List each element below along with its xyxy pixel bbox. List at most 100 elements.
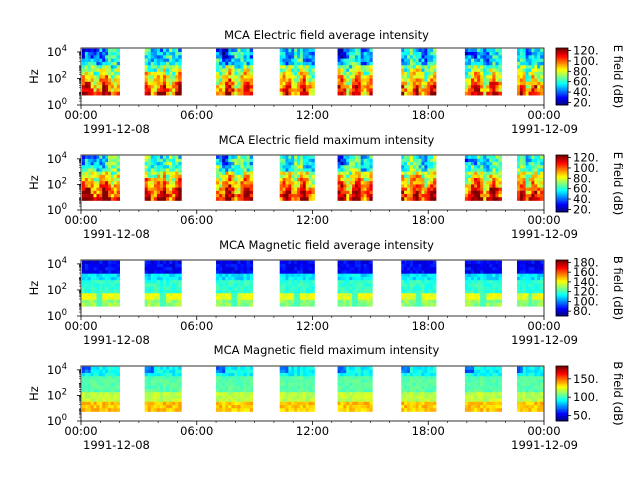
spectrogram-cell [147, 379, 152, 384]
spectrogram-cell [84, 382, 89, 387]
spectrogram-cell [516, 190, 521, 195]
spectrogram-cell [87, 58, 92, 63]
spectrogram-cell [302, 289, 307, 294]
spectrogram-cell [237, 260, 241, 265]
spectrogram-cell [99, 88, 103, 93]
spectrogram-cell [369, 71, 373, 76]
spectrogram-cell [110, 61, 115, 66]
spectrogram-cell [492, 260, 496, 265]
spectrogram-cell [294, 81, 298, 86]
spectrogram-cell [231, 171, 235, 176]
spectrogram-cell [492, 75, 496, 79]
spectrogram-cell [288, 405, 292, 409]
spectrogram-cell [467, 197, 472, 201]
spectrogram-cell [99, 405, 103, 409]
spectrogram-cell [82, 85, 86, 89]
spectrogram-cell [225, 51, 229, 56]
colorbar-segment [556, 289, 568, 292]
colorbar-segment [556, 299, 568, 301]
spectrogram-cell [246, 395, 251, 400]
spectrogram-cell [87, 260, 92, 265]
spectrogram-cell [105, 178, 109, 182]
spectrogram-cell [178, 171, 182, 176]
spectrogram-cell [153, 376, 158, 380]
spectrogram-cell [302, 168, 307, 173]
spectrogram-cell [282, 385, 286, 390]
spectrogram-cell [99, 55, 103, 59]
spectrogram-cell [291, 68, 295, 73]
spectrogram-cell [113, 165, 118, 169]
spectrogram-cell [480, 91, 484, 96]
spectrogram-cell [153, 187, 158, 192]
spectrogram-cell [302, 190, 307, 195]
spectrogram-cell [433, 51, 437, 56]
spectrogram-cell [102, 408, 106, 412]
spectrogram-cell [82, 81, 86, 86]
spectrogram-cell [337, 283, 341, 288]
spectrogram-cell [288, 78, 292, 83]
spectrogram-cell [415, 273, 419, 278]
spectrogram-cell [90, 369, 94, 374]
spectrogram-cell [291, 276, 295, 281]
spectrogram-cell [102, 155, 106, 160]
spectrogram-cell [305, 289, 310, 294]
spectrogram-cell [105, 65, 109, 69]
spectrogram-cell [540, 81, 544, 86]
spectrogram-cell [110, 194, 115, 198]
spectrogram-cell [534, 299, 538, 304]
spectrogram-cell [360, 75, 365, 79]
spectrogram-cell [159, 280, 164, 284]
spectrogram-cell [340, 91, 344, 96]
y-tick-label: 102 [47, 282, 67, 297]
spectrogram-cell [90, 293, 94, 297]
spectrogram-cell [516, 184, 521, 189]
colorbar-frame [555, 47, 569, 106]
spectrogram-cell [340, 85, 344, 89]
spectrogram-cell [225, 155, 229, 160]
spectrogram-cell [144, 299, 149, 304]
spectrogram-cell [366, 155, 370, 160]
colorbar-tick-label: 120. [573, 285, 599, 299]
x-tick-label: 18:00 [412, 213, 445, 227]
spectrogram-cell [150, 181, 155, 185]
spectrogram-cell [421, 283, 425, 288]
colorbar-tick-label: 100. [573, 161, 599, 175]
spectrogram-cell [222, 165, 226, 169]
spectrogram-cell [150, 289, 155, 294]
spectrogram-cell [528, 68, 532, 73]
spectrogram-cell [366, 270, 370, 275]
spectrogram-cell [105, 280, 109, 284]
spectrogram-cell [302, 58, 307, 63]
spectrogram-cell [285, 260, 289, 265]
spectrogram-cell [337, 91, 341, 96]
spectrogram-cell [249, 392, 254, 396]
spectrogram-cell [150, 174, 155, 179]
spectrogram-cell [87, 376, 92, 380]
spectrogram-cell [219, 187, 223, 192]
spectrogram-cell [225, 174, 229, 179]
spectrogram-cell [483, 187, 487, 192]
spectrogram-cell [159, 369, 164, 374]
spectrogram-cell [282, 68, 286, 73]
spectrogram-cell [489, 58, 493, 63]
spectrogram-cell [489, 260, 493, 265]
spectrogram-cell [412, 283, 417, 288]
spectrogram-cell [369, 184, 373, 189]
spectrogram-cell [166, 376, 170, 380]
spectrogram-cell [302, 165, 307, 169]
spectrogram-cell [178, 408, 182, 412]
spectrogram-cell [528, 81, 532, 86]
spectrogram-cell [471, 61, 475, 66]
spectrogram-cell [363, 283, 367, 288]
spectrogram-cell [166, 158, 170, 163]
spectrogram-cell [308, 270, 312, 275]
spectrogram-cell [369, 263, 373, 268]
spectrogram-cell [412, 190, 417, 195]
spectrogram-cell [360, 168, 365, 173]
spectrogram-cell [340, 78, 344, 83]
spectrogram-cell [294, 181, 298, 185]
spectrogram-cell [294, 276, 298, 281]
spectrogram-cell [360, 85, 365, 89]
spectrogram-cell [105, 379, 109, 384]
spectrogram-cell [108, 178, 112, 182]
